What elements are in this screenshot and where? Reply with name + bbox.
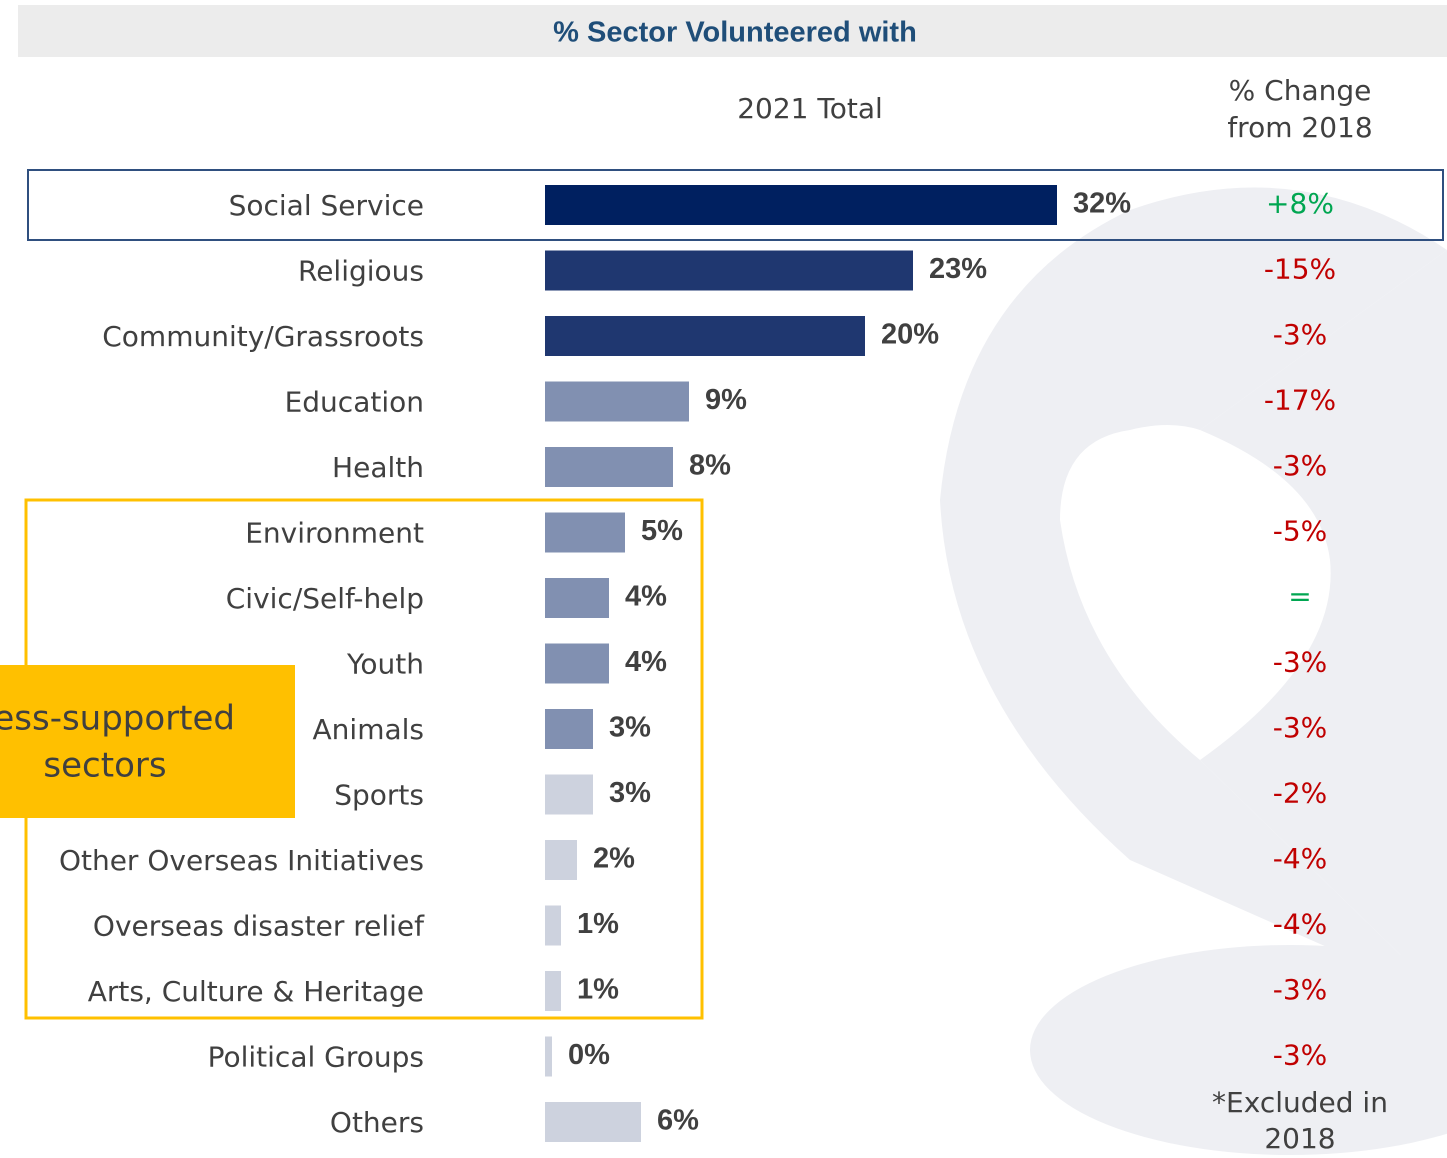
category-label: Community/Grassroots (102, 320, 424, 353)
data-label: 3% (609, 777, 651, 809)
bar (545, 971, 561, 1011)
data-label: 9% (705, 384, 747, 416)
category-label: Others (330, 1106, 424, 1139)
category-label: Religious (298, 255, 424, 288)
category-label: Health (332, 451, 424, 484)
bar (545, 840, 577, 880)
data-label: 4% (625, 646, 667, 678)
change-label: -5% (1273, 515, 1328, 548)
bar (545, 1102, 641, 1142)
change-label: -2% (1273, 777, 1328, 810)
category-label: Sports (334, 779, 424, 812)
data-label: 5% (641, 515, 683, 547)
change-label: -4% (1273, 842, 1328, 875)
change-label: *Excluded in (1212, 1086, 1388, 1119)
change-label: -4% (1273, 908, 1328, 941)
category-label: Arts, Culture & Heritage (88, 975, 424, 1008)
column-header: % Change (1229, 74, 1372, 107)
data-label: 6% (657, 1105, 699, 1137)
bar (545, 709, 593, 749)
data-label: 0% (568, 1039, 610, 1071)
data-label: 20% (881, 319, 939, 351)
change-label: -3% (1273, 449, 1328, 482)
change-label: -3% (1273, 973, 1328, 1006)
callout-text: sectors (43, 746, 166, 786)
change-label: -3% (1273, 646, 1328, 679)
change-label: -15% (1264, 253, 1336, 286)
callout-text: Less-supported (0, 699, 235, 739)
change-label: = (1288, 580, 1311, 613)
category-label: Youth (346, 648, 424, 681)
bar (545, 906, 561, 946)
category-label: Animals (313, 713, 424, 746)
bar (545, 316, 865, 356)
change-label: +8% (1266, 187, 1334, 220)
change-label: -17% (1264, 384, 1336, 417)
change-label: -3% (1273, 1039, 1328, 1072)
chart: % Sector Volunteered with 2021 Total % C… (0, 0, 1447, 1158)
data-label: 8% (689, 450, 731, 482)
bar (545, 447, 673, 487)
category-label: Other Overseas Initiatives (59, 844, 424, 877)
column-header: from 2018 (1227, 111, 1372, 144)
bar (545, 1037, 552, 1077)
bar (545, 775, 593, 815)
category-label: Overseas disaster relief (93, 910, 425, 943)
category-label: Education (285, 386, 424, 419)
data-label: 3% (609, 712, 651, 744)
bar (545, 513, 625, 553)
category-label: Environment (245, 517, 424, 550)
bar (545, 185, 1057, 225)
change-label: -3% (1273, 318, 1328, 351)
category-label: Social Service (229, 189, 424, 222)
data-label: 23% (929, 253, 987, 285)
category-label: Political Groups (208, 1041, 424, 1074)
chart-title: % Sector Volunteered with (553, 17, 917, 49)
bar (545, 644, 609, 684)
bar (545, 578, 609, 618)
callout-box (0, 665, 295, 818)
data-label: 4% (625, 581, 667, 613)
data-label: 1% (577, 908, 619, 940)
column-header: 2021 Total (737, 92, 883, 125)
bar (545, 382, 689, 422)
data-label: 32% (1073, 188, 1131, 220)
bar (545, 251, 913, 291)
category-label: Civic/Self-help (226, 582, 424, 615)
data-label: 2% (593, 843, 635, 875)
change-label: -3% (1273, 711, 1328, 744)
watermark (940, 188, 1447, 1156)
data-label: 1% (577, 974, 619, 1006)
change-label: 2018 (1264, 1122, 1335, 1155)
